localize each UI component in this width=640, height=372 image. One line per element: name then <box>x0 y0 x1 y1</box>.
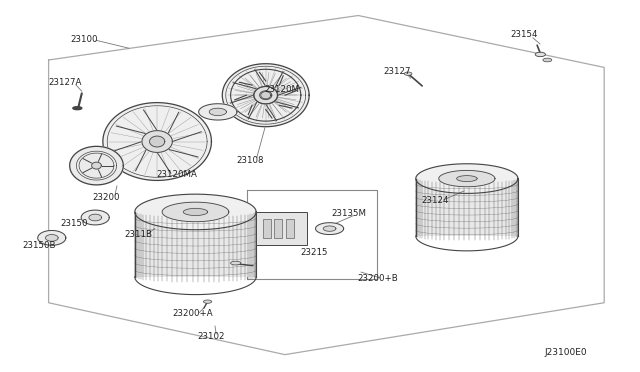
Text: 23200+A: 23200+A <box>172 310 212 318</box>
Text: 23135M: 23135M <box>332 209 366 218</box>
Polygon shape <box>323 226 336 231</box>
Polygon shape <box>183 208 207 215</box>
Polygon shape <box>316 223 344 235</box>
Text: 23102: 23102 <box>198 331 225 341</box>
Polygon shape <box>135 194 256 230</box>
Polygon shape <box>81 210 109 225</box>
Polygon shape <box>135 212 256 277</box>
Polygon shape <box>150 136 164 147</box>
Polygon shape <box>162 202 229 222</box>
Text: 23150B: 23150B <box>22 241 56 250</box>
Polygon shape <box>103 103 211 180</box>
FancyBboxPatch shape <box>256 212 307 245</box>
Polygon shape <box>416 179 518 236</box>
Text: 23124: 23124 <box>421 196 449 205</box>
Ellipse shape <box>230 261 241 265</box>
Text: 23200: 23200 <box>92 193 120 202</box>
FancyBboxPatch shape <box>285 219 294 238</box>
Ellipse shape <box>73 107 82 110</box>
Polygon shape <box>416 164 518 193</box>
Polygon shape <box>198 104 237 120</box>
Text: 2311B: 2311B <box>124 230 152 239</box>
FancyBboxPatch shape <box>274 219 282 238</box>
FancyBboxPatch shape <box>262 219 271 238</box>
Polygon shape <box>92 162 101 169</box>
Text: 23120M: 23120M <box>264 85 299 94</box>
Text: 23127: 23127 <box>383 67 410 76</box>
Ellipse shape <box>404 72 412 76</box>
Polygon shape <box>222 64 309 127</box>
Text: 23120MA: 23120MA <box>156 170 196 179</box>
Text: 23154: 23154 <box>511 29 538 39</box>
Polygon shape <box>260 91 272 100</box>
Ellipse shape <box>204 300 212 303</box>
Text: 23215: 23215 <box>300 248 328 257</box>
Polygon shape <box>439 170 495 187</box>
Text: 23127A: 23127A <box>48 78 81 87</box>
Polygon shape <box>38 231 66 245</box>
Ellipse shape <box>543 58 552 62</box>
Polygon shape <box>254 87 277 104</box>
Text: 23108: 23108 <box>236 155 264 164</box>
Polygon shape <box>209 108 227 116</box>
Polygon shape <box>70 146 124 185</box>
Text: 23150: 23150 <box>60 219 88 228</box>
Polygon shape <box>457 176 477 182</box>
Polygon shape <box>89 214 102 221</box>
Ellipse shape <box>535 52 545 57</box>
Text: J23100E0: J23100E0 <box>545 348 587 357</box>
Polygon shape <box>230 69 301 121</box>
Text: 23200+B: 23200+B <box>357 274 398 283</box>
Polygon shape <box>261 92 271 99</box>
Polygon shape <box>142 131 172 153</box>
Text: 23100: 23100 <box>70 35 97 44</box>
Polygon shape <box>253 86 278 104</box>
Polygon shape <box>45 235 58 241</box>
